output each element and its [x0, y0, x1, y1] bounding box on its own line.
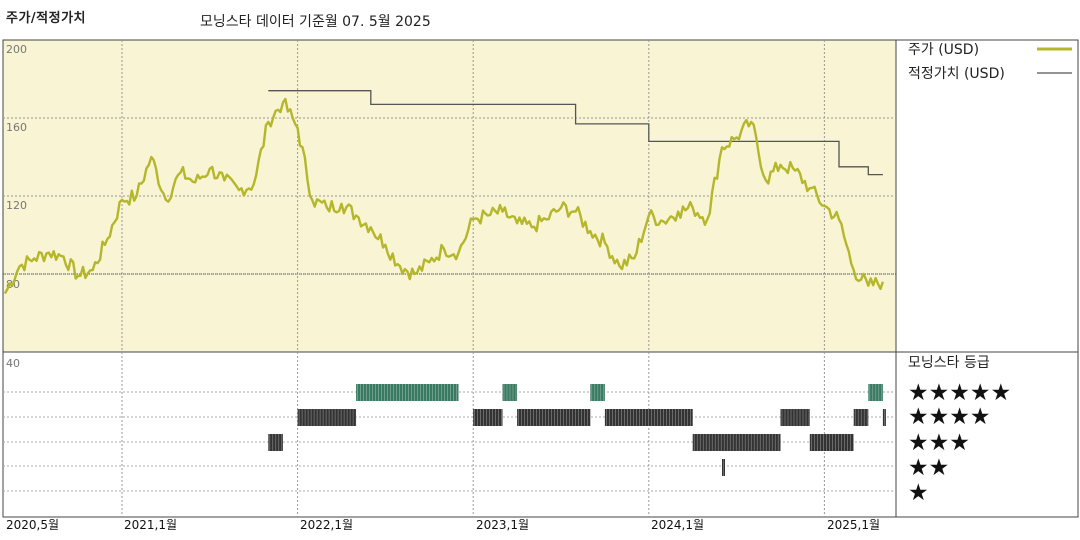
- x-tick-labels: 2020,5월 2021,1월 2022,1월 2023,1월 2024,1월 …: [6, 518, 880, 532]
- rating-bar-2-star: [722, 459, 725, 476]
- fair-value-line: [268, 90, 883, 176]
- price-line: [3, 97, 885, 295]
- rating-bar-4-star: [882, 409, 886, 426]
- rating-bar-3-star: [809, 434, 854, 451]
- rating-bar-4-star: [297, 409, 357, 426]
- main-frame: [2, 39, 1079, 518]
- x-tick-label: 2023,1월: [476, 518, 529, 532]
- chart-subtitle: 모닝스타 데이터 기준월 07. 5월 2025: [200, 14, 431, 30]
- y-tick-label: 160: [6, 121, 27, 134]
- rating-row-5-stars: ★★★★★: [908, 380, 1011, 406]
- rating-legend-title: 모닝스타 등급: [908, 355, 990, 371]
- price-series: [3, 97, 885, 295]
- x-tick-label: 2025,1월: [827, 518, 880, 532]
- rating-bar-4-star: [853, 409, 869, 426]
- rating-bar-5-star: [868, 384, 883, 401]
- y-tick-label: 40: [6, 357, 20, 370]
- rating-legend: 모닝스타 등급 ★★★★★ ★★★★ ★★★ ★★ ★: [908, 355, 1011, 506]
- rating-bar-4-star: [780, 409, 810, 426]
- legend-price-label: 주가 (USD): [908, 42, 979, 58]
- grid-lines: [3, 40, 896, 517]
- y-tick-label: 120: [6, 199, 27, 212]
- rating-bar-5-star: [590, 384, 605, 401]
- rating-bar-4-star: [473, 409, 503, 426]
- rating-bar-4-star: [517, 409, 591, 426]
- x-tick-label: 2022,1월: [300, 518, 353, 532]
- rating-bar-5-star: [356, 384, 459, 401]
- rating-row-3-stars: ★★★: [908, 430, 970, 456]
- rating-row-1-star: ★: [908, 480, 929, 506]
- x-tick-label: 2024,1월: [651, 518, 704, 532]
- rating-bar-3-star: [692, 434, 781, 451]
- rating-bar-3-star: [268, 434, 283, 451]
- x-tick-label: 2020,5월: [6, 518, 59, 532]
- x-tick-label: 2021,1월: [124, 518, 177, 532]
- y-tick-label: 200: [6, 43, 27, 56]
- rating-row-4-stars: ★★★★: [908, 404, 990, 430]
- rating-bar-4-star: [604, 409, 693, 426]
- fair-value-series: [268, 90, 883, 176]
- rating-bar-5-star: [502, 384, 518, 401]
- legend-fair-label: 적정가치 (USD): [908, 66, 1005, 82]
- legend: 주가 (USD) 적정가치 (USD): [908, 42, 1072, 82]
- chart-title: 주가/적정가치: [6, 11, 87, 26]
- rating-bars: [268, 384, 886, 476]
- rating-row-2-stars: ★★: [908, 455, 949, 481]
